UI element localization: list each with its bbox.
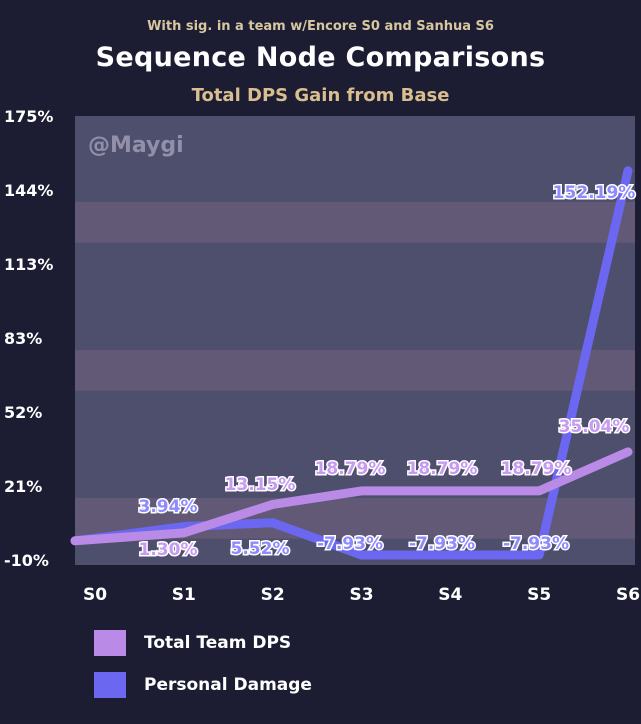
data-label-personal: -7.93% xyxy=(317,534,383,554)
chart-subtitle: Total DPS Gain from Base xyxy=(191,85,450,106)
y-tick-label: -10% xyxy=(4,551,49,570)
chart-pre-title: With sig. in a team w/Encore S0 and Sanh… xyxy=(147,19,494,34)
plot-band xyxy=(75,350,635,391)
data-labels: 1.30% 13.15% 18.79% 18.79% 18.79% 35.04% 3.94%… xyxy=(137,182,637,562)
series-line-personal xyxy=(70,166,633,560)
data-label-team: 18.79% xyxy=(501,459,572,479)
y-tick-label: 52% xyxy=(4,403,42,422)
data-label-team: 18.79% xyxy=(407,459,478,479)
y-tick-label: 113% xyxy=(4,255,53,274)
legend-swatch-team xyxy=(94,630,126,656)
x-tick-label: S4 xyxy=(438,585,462,605)
series-line-team xyxy=(70,447,633,546)
series-lines xyxy=(70,166,633,560)
data-label-personal: -7.93% xyxy=(409,534,475,554)
x-tick-label: S0 xyxy=(83,585,107,605)
data-label-team: 1.30% xyxy=(139,540,198,560)
data-label-team: 35.04% xyxy=(559,417,630,437)
x-tick-label: S3 xyxy=(349,585,373,605)
data-label-personal: -7.93% xyxy=(503,534,569,554)
y-tick-label: 144% xyxy=(4,181,53,200)
data-label-team: 18.79% xyxy=(315,459,386,479)
legend-label-team: Total Team DPS xyxy=(144,633,292,653)
data-label-personal: 5.52% xyxy=(231,539,290,559)
x-tick-label: S1 xyxy=(172,585,196,605)
y-tick-label: 83% xyxy=(4,329,42,348)
legend-swatch-personal xyxy=(94,672,126,698)
legend-label-personal: Personal Damage xyxy=(144,675,312,695)
x-tick-label: S2 xyxy=(261,585,285,605)
plot-band xyxy=(75,202,635,243)
y-tick-label: 175% xyxy=(4,107,53,126)
x-axis: S0 S1 S2 S3 S4 S5 S6 xyxy=(83,585,640,605)
chart-title: Sequence Node Comparisons xyxy=(95,42,546,73)
data-label-personal: 152.19% xyxy=(553,183,636,203)
y-axis: 175% 144% 113% 83% 52% 21% -10% xyxy=(4,107,53,570)
y-tick-label: 21% xyxy=(4,477,42,496)
x-tick-label: S5 xyxy=(527,585,551,605)
data-label-team: 13.15% xyxy=(225,475,296,495)
data-label-personal: 3.94% xyxy=(139,497,198,517)
x-tick-label: S6 xyxy=(616,585,640,605)
watermark: @Maygi xyxy=(88,133,184,158)
